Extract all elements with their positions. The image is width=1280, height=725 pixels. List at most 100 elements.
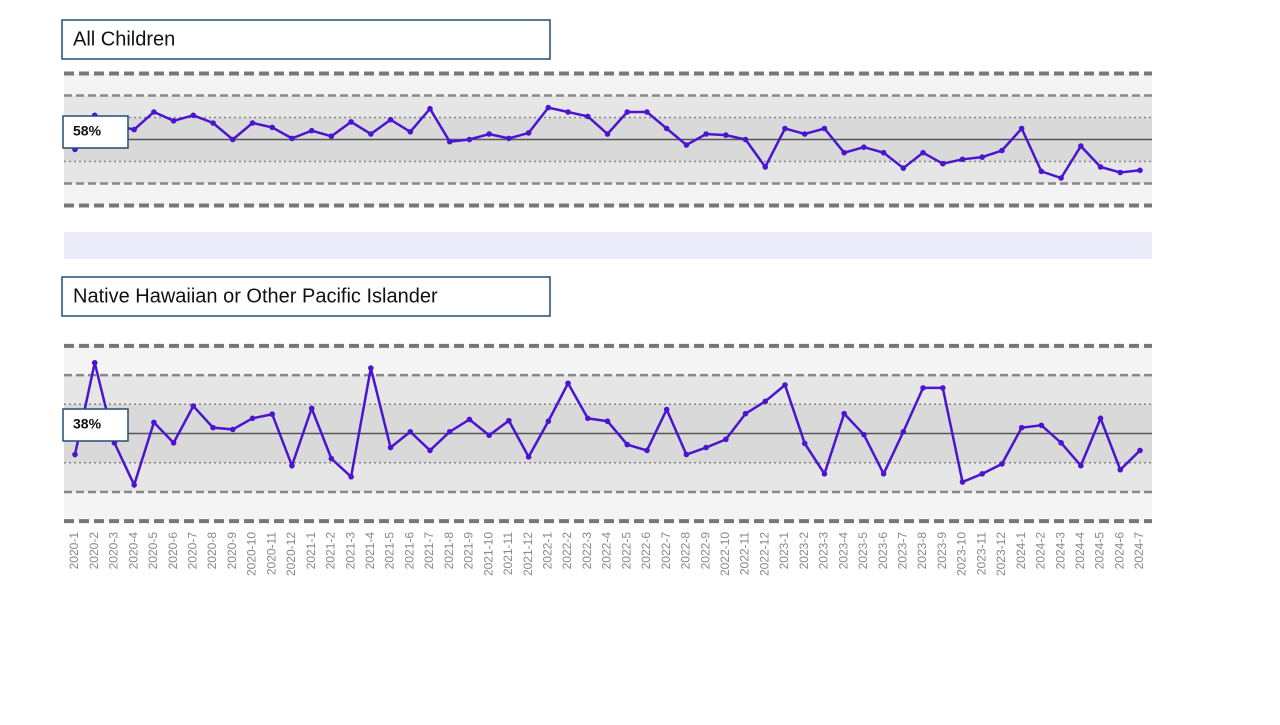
point bbox=[979, 154, 986, 160]
point bbox=[1137, 447, 1143, 454]
point bbox=[190, 403, 197, 409]
point bbox=[565, 109, 571, 115]
point bbox=[1097, 164, 1104, 170]
point bbox=[446, 138, 453, 145]
x-tick-label: 2020-5 bbox=[146, 532, 160, 570]
point bbox=[782, 382, 788, 388]
point bbox=[151, 109, 157, 115]
point bbox=[269, 411, 276, 418]
point bbox=[1018, 125, 1025, 132]
point bbox=[821, 125, 828, 132]
x-tick-label: 2022-10 bbox=[718, 532, 732, 576]
center-label: 38% bbox=[73, 416, 102, 432]
point bbox=[249, 120, 256, 126]
x-tick-label: 2024-4 bbox=[1073, 532, 1087, 570]
x-tick-label: 2020-4 bbox=[126, 532, 140, 570]
point bbox=[900, 428, 907, 435]
point bbox=[683, 142, 690, 148]
point bbox=[466, 416, 473, 423]
point bbox=[1078, 462, 1084, 469]
x-tick-label: 2024-6 bbox=[1112, 532, 1126, 570]
point bbox=[1117, 466, 1124, 473]
point bbox=[545, 418, 552, 425]
point bbox=[269, 124, 276, 131]
x-tick-label: 2021-7 bbox=[422, 532, 436, 570]
point bbox=[407, 428, 414, 435]
point bbox=[1097, 415, 1104, 422]
point bbox=[742, 136, 749, 143]
point bbox=[525, 130, 532, 136]
point bbox=[920, 385, 926, 391]
point bbox=[229, 136, 236, 143]
x-tick-label: 2021-6 bbox=[402, 532, 416, 570]
point bbox=[387, 116, 394, 123]
point bbox=[565, 380, 571, 387]
x-tick-label: 2021-1 bbox=[304, 532, 318, 570]
point bbox=[91, 359, 98, 366]
x-tick-label: 2021-10 bbox=[481, 532, 495, 576]
point bbox=[229, 426, 236, 433]
title-box bbox=[61, 276, 551, 317]
point bbox=[506, 135, 512, 142]
x-tick-label: 2023-3 bbox=[817, 532, 831, 570]
center-label-box bbox=[62, 408, 129, 442]
point bbox=[604, 418, 611, 425]
x-tick-label: 2023-11 bbox=[974, 532, 988, 575]
x-tick-label: 2021-5 bbox=[383, 532, 397, 570]
x-tick-label: 2021-3 bbox=[343, 532, 357, 570]
point bbox=[900, 165, 907, 171]
point bbox=[703, 131, 709, 137]
x-tick-label: 2020-7 bbox=[186, 532, 200, 570]
x-tick-label: 2021-8 bbox=[442, 532, 456, 570]
point bbox=[584, 415, 591, 422]
point bbox=[1137, 167, 1143, 174]
point bbox=[308, 127, 315, 134]
x-tick-label: 2020-3 bbox=[107, 532, 121, 570]
x-tick-label: 2023-4 bbox=[836, 532, 850, 570]
point bbox=[289, 135, 295, 142]
center-label: 58% bbox=[73, 123, 102, 139]
point bbox=[131, 126, 137, 133]
point bbox=[584, 113, 591, 120]
point bbox=[979, 471, 986, 477]
point bbox=[663, 406, 670, 413]
point bbox=[1078, 143, 1084, 149]
point bbox=[1038, 422, 1045, 429]
x-tick-label: 2024-1 bbox=[1014, 532, 1028, 570]
x-tick-label: 2022-1 bbox=[541, 532, 555, 570]
point bbox=[210, 120, 216, 126]
point bbox=[939, 160, 946, 167]
point bbox=[427, 447, 433, 454]
x-tick-label: 2024-3 bbox=[1053, 532, 1067, 570]
point bbox=[249, 415, 256, 422]
x-tick-label: 2023-8 bbox=[915, 532, 929, 570]
point bbox=[368, 131, 374, 137]
point bbox=[151, 419, 157, 426]
point bbox=[486, 432, 492, 439]
point bbox=[880, 471, 887, 477]
point bbox=[644, 447, 650, 454]
point bbox=[999, 461, 1005, 467]
x-tick-label: 2022-7 bbox=[659, 532, 673, 570]
point bbox=[308, 405, 315, 412]
x-tick-label: 2023-12 bbox=[994, 532, 1008, 576]
point bbox=[210, 424, 216, 431]
point bbox=[525, 454, 532, 460]
x-tick-label: 2020-10 bbox=[245, 532, 259, 576]
point bbox=[920, 149, 926, 156]
x-tick-label: 2024-5 bbox=[1093, 532, 1107, 570]
point bbox=[545, 104, 552, 111]
point bbox=[486, 131, 492, 137]
point bbox=[841, 410, 847, 417]
x-tick-label: 2020-12 bbox=[284, 532, 298, 576]
point bbox=[880, 149, 887, 156]
point bbox=[368, 365, 374, 371]
x-tick-label: 2023-9 bbox=[935, 532, 949, 570]
x-tick-label: 2020-2 bbox=[87, 532, 101, 570]
point bbox=[1117, 169, 1124, 176]
x-tick-label: 2022-5 bbox=[619, 532, 633, 570]
point bbox=[466, 136, 473, 143]
point bbox=[624, 441, 631, 448]
x-tick-label: 2023-5 bbox=[856, 532, 870, 570]
point bbox=[801, 440, 808, 447]
